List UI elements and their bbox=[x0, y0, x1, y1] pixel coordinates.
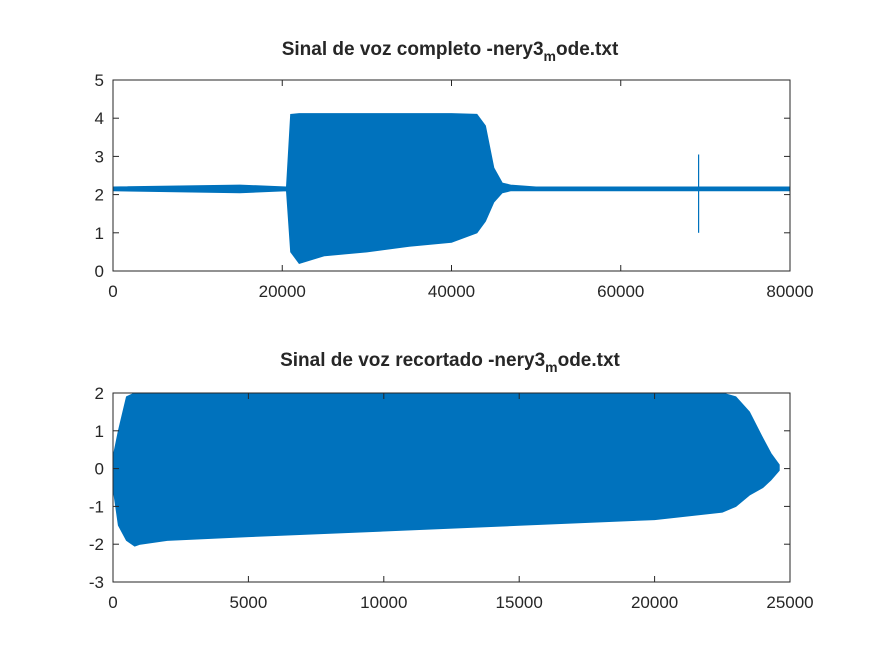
subplot-title: Sinal de voz recortado -nery3mode.txt bbox=[280, 350, 620, 375]
title-subscript: m bbox=[544, 48, 556, 64]
y-tick-label: 2 bbox=[95, 384, 104, 403]
axes-box bbox=[112, 392, 791, 583]
x-axis-ticks: 0 5000 10000 15000 20000 25000 bbox=[108, 393, 814, 612]
subplot-complete-signal: Sinal de voz completo -nery3mode.txt 0 20… bbox=[95, 39, 814, 301]
subplot-title: Sinal de voz completo -nery3mode.txt bbox=[282, 39, 619, 64]
title-suffix: ode.txt bbox=[558, 350, 621, 371]
x-tick-label: 40000 bbox=[428, 282, 475, 301]
y-tick-label: -1 bbox=[89, 497, 104, 516]
x-tick-label: 0 bbox=[108, 282, 117, 301]
y-tick-label: 1 bbox=[95, 224, 104, 243]
y-tick-label: 5 bbox=[95, 71, 104, 90]
y-tick-label: 4 bbox=[95, 109, 104, 128]
subplot-trimmed-signal: Sinal de voz recortado -nery3mode.txt 0 5… bbox=[89, 350, 814, 612]
title-main: Sinal de voz completo -nery3 bbox=[282, 39, 544, 60]
y-axis-ticks: -3 -2 -1 0 1 2 bbox=[89, 384, 790, 592]
y-tick-label: -3 bbox=[89, 573, 104, 592]
x-tick-label: 10000 bbox=[360, 593, 407, 612]
x-tick-label: 80000 bbox=[766, 282, 813, 301]
title-suffix: ode.txt bbox=[556, 39, 619, 60]
y-tick-label: 3 bbox=[95, 147, 104, 166]
x-tick-label: 0 bbox=[108, 593, 117, 612]
title-subscript: m bbox=[545, 359, 557, 375]
axes-box bbox=[112, 79, 791, 272]
y-tick-label: 2 bbox=[95, 186, 104, 205]
x-tick-label: 15000 bbox=[496, 593, 543, 612]
x-tick-label: 5000 bbox=[229, 593, 267, 612]
x-tick-label: 20000 bbox=[631, 593, 678, 612]
y-tick-label: -2 bbox=[89, 535, 104, 554]
y-tick-label: 1 bbox=[95, 422, 104, 441]
x-tick-label: 25000 bbox=[766, 593, 813, 612]
y-tick-label: 0 bbox=[95, 460, 104, 479]
title-main: Sinal de voz recortado -nery3 bbox=[280, 350, 545, 371]
x-tick-label: 60000 bbox=[597, 282, 644, 301]
x-tick-label: 20000 bbox=[259, 282, 306, 301]
y-tick-label: 0 bbox=[95, 262, 104, 281]
